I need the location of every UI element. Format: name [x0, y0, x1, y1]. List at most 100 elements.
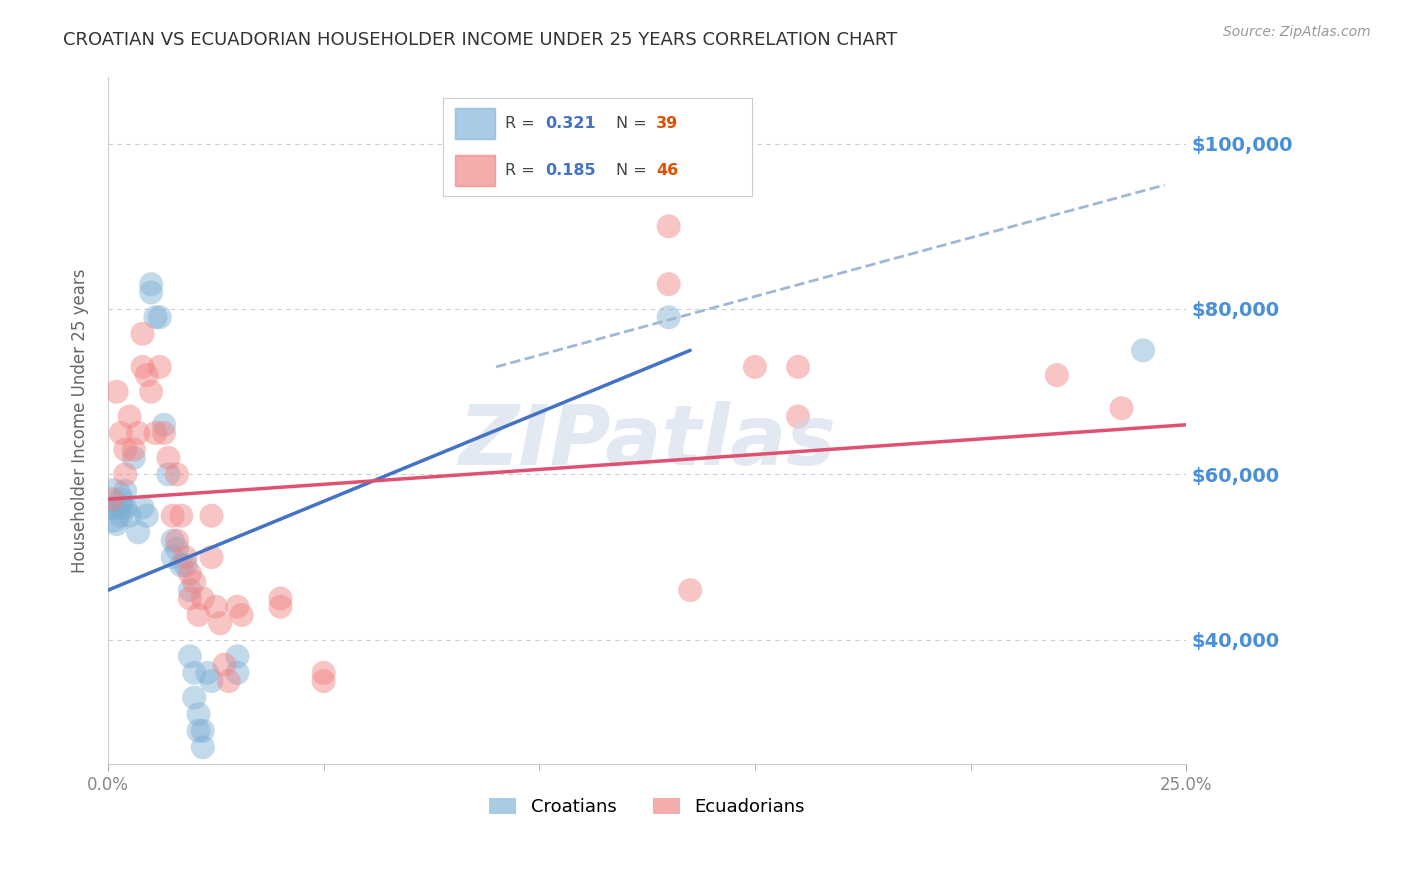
Point: [105, 384, 128, 399]
Point: [179, 591, 201, 606]
Text: N =: N =: [616, 116, 652, 131]
Point: [174, 550, 197, 565]
Point: [191, 591, 214, 606]
Point: [204, 599, 226, 614]
Point: [226, 599, 249, 614]
Point: [114, 500, 136, 515]
Point: [679, 583, 702, 598]
Point: [1111, 401, 1133, 416]
Point: [127, 525, 149, 540]
Point: [218, 674, 240, 689]
Text: 0.185: 0.185: [546, 163, 596, 178]
Text: ZIPatlas: ZIPatlas: [458, 401, 837, 482]
Point: [312, 665, 335, 680]
Point: [118, 409, 141, 424]
Point: [153, 425, 176, 440]
Point: [162, 550, 184, 565]
Point: [183, 690, 205, 705]
Point: [101, 492, 124, 507]
Point: [145, 310, 167, 325]
Point: [131, 359, 153, 374]
Point: [183, 665, 205, 680]
Point: [658, 277, 681, 292]
Point: [166, 467, 188, 482]
Point: [114, 483, 136, 498]
Point: [658, 310, 681, 325]
Bar: [456, 108, 495, 139]
Point: [135, 508, 157, 523]
Point: [149, 310, 172, 325]
Point: [187, 607, 209, 622]
Text: Source: ZipAtlas.com: Source: ZipAtlas.com: [1223, 25, 1371, 39]
Point: [145, 425, 167, 440]
Point: [231, 607, 253, 622]
Point: [110, 500, 132, 515]
Point: [105, 516, 128, 531]
Point: [209, 616, 232, 631]
Text: 0.321: 0.321: [546, 116, 596, 131]
Text: N =: N =: [616, 163, 652, 178]
Text: R =: R =: [505, 163, 540, 178]
Point: [658, 219, 681, 234]
Point: [131, 500, 153, 515]
Point: [1132, 343, 1154, 358]
Point: [122, 450, 145, 465]
Point: [157, 450, 180, 465]
Point: [101, 508, 124, 523]
Point: [127, 425, 149, 440]
Text: CROATIAN VS ECUADORIAN HOUSEHOLDER INCOME UNDER 25 YEARS CORRELATION CHART: CROATIAN VS ECUADORIAN HOUSEHOLDER INCOM…: [63, 31, 897, 49]
Point: [162, 508, 184, 523]
Point: [270, 591, 292, 606]
Point: [187, 723, 209, 738]
Point: [744, 359, 766, 374]
Point: [114, 467, 136, 482]
Legend: Croatians, Ecuadorians: Croatians, Ecuadorians: [482, 790, 813, 823]
Point: [170, 508, 193, 523]
Point: [118, 508, 141, 523]
Point: [226, 649, 249, 664]
Bar: [456, 155, 495, 186]
Point: [312, 674, 335, 689]
Point: [135, 368, 157, 383]
Point: [114, 442, 136, 457]
Text: R =: R =: [505, 116, 540, 131]
Point: [162, 533, 184, 548]
Point: [187, 707, 209, 722]
Point: [183, 574, 205, 589]
Point: [174, 558, 197, 573]
Point: [195, 665, 218, 680]
Point: [131, 326, 153, 341]
Point: [153, 417, 176, 432]
Y-axis label: Householder Income Under 25 years: Householder Income Under 25 years: [72, 268, 89, 573]
Point: [191, 723, 214, 738]
Text: 46: 46: [657, 163, 679, 178]
Point: [1046, 368, 1069, 383]
Point: [191, 740, 214, 755]
Point: [270, 599, 292, 614]
Point: [139, 285, 162, 300]
Point: [105, 500, 128, 515]
Point: [179, 566, 201, 581]
Point: [149, 359, 172, 374]
Point: [226, 665, 249, 680]
Point: [166, 541, 188, 556]
Point: [157, 467, 180, 482]
Point: [200, 508, 222, 523]
Point: [166, 533, 188, 548]
Point: [179, 649, 201, 664]
Point: [170, 558, 193, 573]
Point: [139, 277, 162, 292]
Point: [200, 674, 222, 689]
Text: 39: 39: [657, 116, 679, 131]
Point: [787, 409, 810, 424]
Point: [787, 359, 810, 374]
Point: [110, 492, 132, 507]
Point: [214, 657, 236, 672]
Point: [110, 508, 132, 523]
Point: [179, 583, 201, 598]
Point: [200, 550, 222, 565]
Point: [122, 442, 145, 457]
Point: [139, 384, 162, 399]
Point: [101, 492, 124, 507]
Point: [110, 425, 132, 440]
